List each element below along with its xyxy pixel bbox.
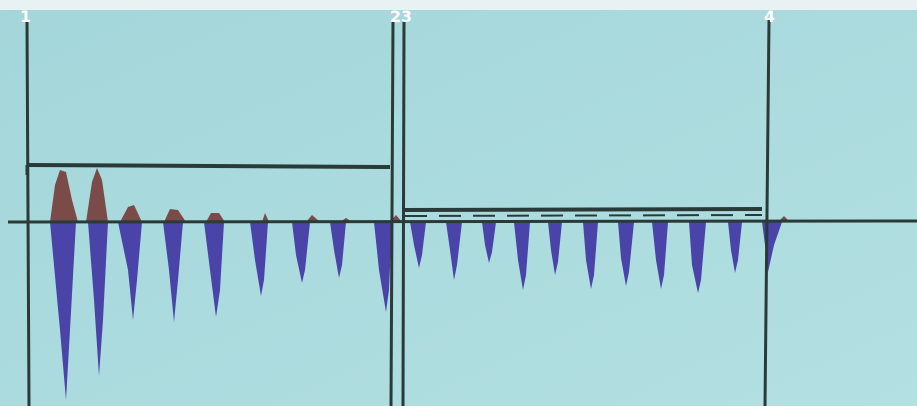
screen-background [0,0,917,406]
baseline [8,221,917,222]
marker-label: 3 [401,7,412,26]
marker-label: 2 [390,7,401,26]
marker-line [27,20,29,406]
marker-label: 1 [20,7,31,26]
interval-bracket [405,209,762,210]
marker-label: 4 [764,7,775,26]
top-edge [0,0,917,10]
marker-line [391,20,393,406]
waveform-display: 1 2 3 4 [0,0,917,406]
interval-bracket [27,165,390,167]
marker-line [403,20,404,406]
